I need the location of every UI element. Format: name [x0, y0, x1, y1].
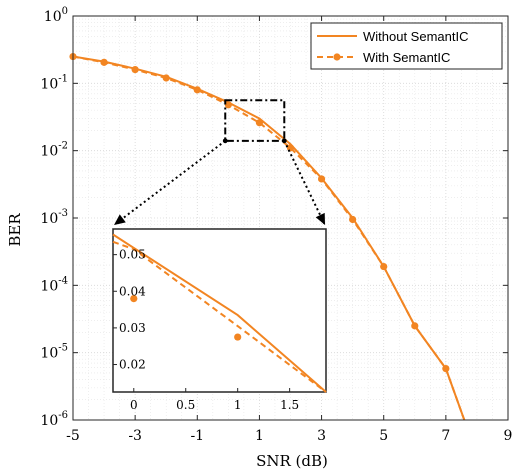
zoom-arrow-left: [113, 140, 226, 226]
inset-layer: 0 0.5 1 1.5 0.02 0.03 0.04 0.05: [112, 228, 327, 412]
series-marker: [380, 262, 388, 271]
ticks-layer: -5 -3 -1 1 3 5 7 9 100 10-1 10-2 10-3 10-4 10-5 10-6: [40, 6, 512, 444]
series-marker: [193, 86, 201, 94]
series-line-1: [73, 55, 466, 420]
zoom-box: [224, 99, 286, 142]
series-marker: [286, 144, 295, 152]
inset-series-line-2: [112, 240, 327, 393]
legend: Without SemantIC With SemantIC: [310, 22, 503, 70]
inset-x-tick-label: 0.5: [176, 398, 195, 412]
series-marker: [131, 65, 139, 74]
inset-x-tick-label: 1.5: [280, 398, 299, 412]
y-tick-label: 10-6: [40, 410, 68, 429]
series-marker: [411, 322, 419, 330]
x-tick-label: 5: [379, 428, 388, 444]
inset-y-tick-label: 0.05: [119, 248, 146, 262]
inset-series-marker: [234, 333, 242, 341]
legend-label: Without SemantIC: [363, 29, 469, 44]
inset-series-marker: [130, 294, 138, 303]
legend-swatch-marker: [333, 53, 341, 61]
x-axis-label: SNR (dB): [256, 452, 328, 470]
inset-frame: [112, 228, 327, 393]
inset-x-tick-label: 0: [130, 398, 138, 412]
x-tick-label: -5: [66, 428, 80, 444]
legend-label: With SemantIC: [363, 50, 450, 65]
series-marker: [255, 119, 264, 127]
y-tick-label: 10-5: [40, 343, 68, 362]
y-tick-label: 100: [44, 6, 68, 25]
series-marker: [317, 175, 326, 183]
zoom-arrow-right: [283, 140, 326, 226]
zoom-arrow-left-head: [114, 214, 126, 225]
y-tick-label: 10-4: [40, 275, 68, 294]
inset-y-tick-label: 0.04: [119, 284, 146, 298]
x-tick-label: 3: [317, 428, 326, 444]
x-tick-label: 1: [255, 428, 264, 444]
inset-series-line-1: [112, 233, 327, 393]
series-marker: [442, 364, 450, 373]
series-marker: [100, 58, 108, 66]
y-tick-label: 10-2: [40, 141, 68, 160]
x-tick-label: 7: [441, 428, 450, 444]
zoom-arrow-right-head: [315, 212, 325, 225]
legend-box: [310, 22, 503, 70]
inset-y-tick-label: 0.02: [119, 358, 146, 372]
y-tick-label: 10-3: [40, 208, 68, 227]
series-marker: [224, 101, 232, 109]
series-marker: [349, 215, 357, 224]
zoom-layer: [113, 99, 326, 226]
x-tick-label: -1: [190, 428, 204, 444]
inset-y-tick-label: 0.03: [119, 321, 146, 335]
x-tick-label: -3: [128, 428, 142, 444]
x-tick-label: 9: [504, 428, 513, 444]
series-marker: [162, 74, 170, 82]
inset-x-tick-label: 1: [234, 398, 242, 412]
y-tick-label: 10-1: [40, 73, 68, 92]
y-axis-label: BER: [6, 213, 24, 247]
